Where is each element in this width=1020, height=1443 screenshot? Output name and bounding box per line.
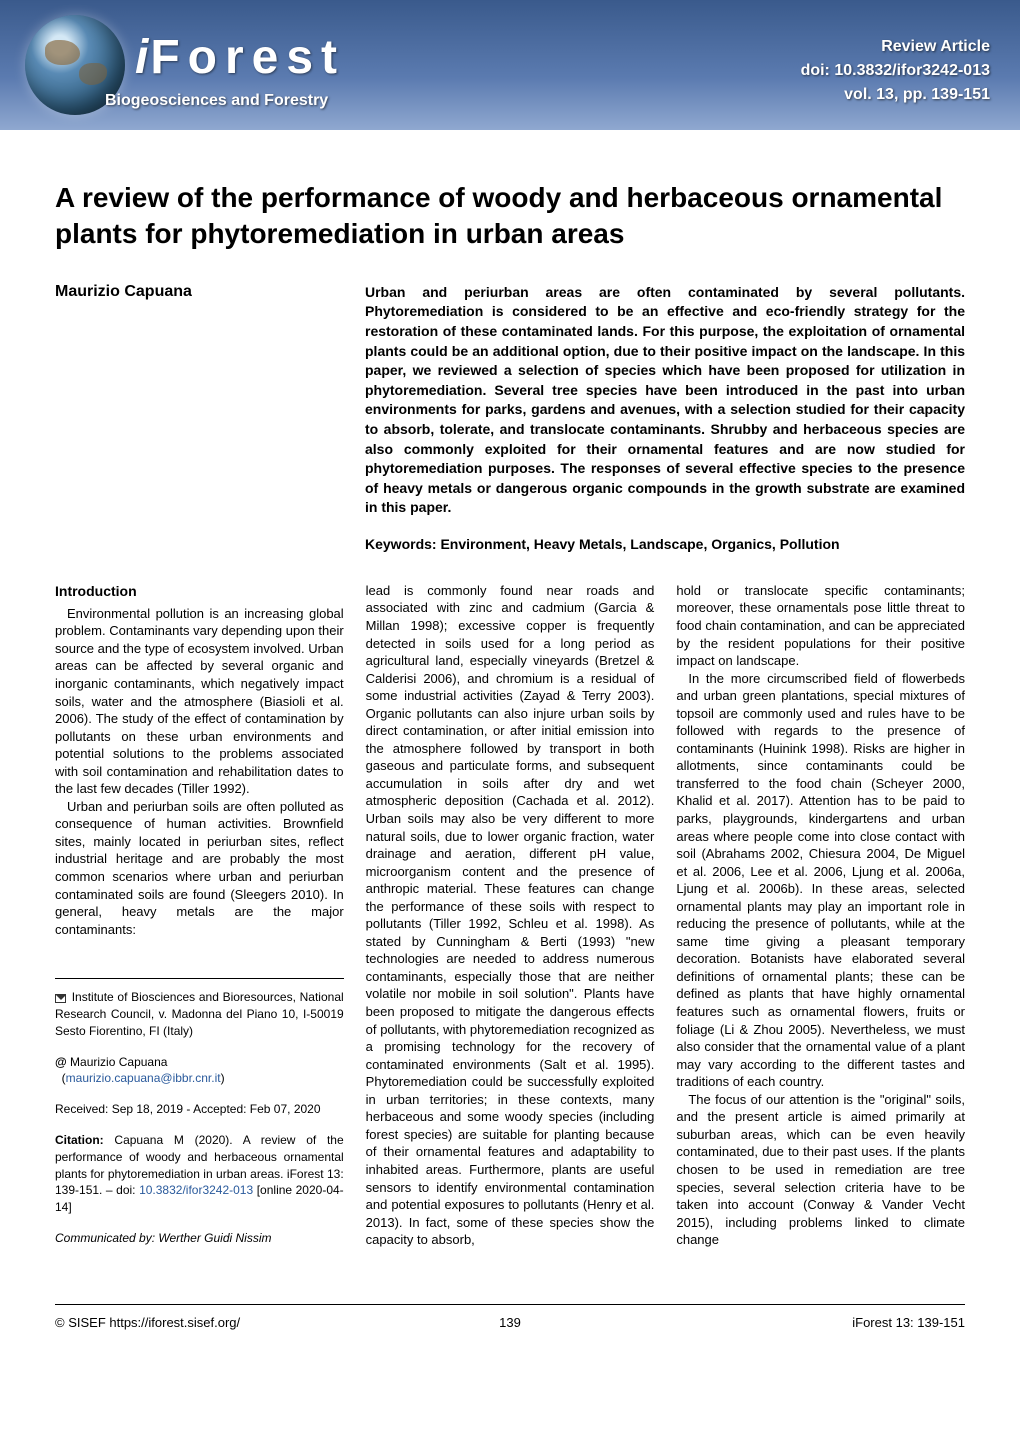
journal-title-rest: Forest [150,31,345,84]
abstract-text: Urban and periurban areas are often cont… [365,283,965,518]
journal-title: iForest [135,30,345,85]
envelope-icon [55,994,66,1003]
body-col-3: hold or translocate specific contaminant… [676,582,965,1261]
corresp-author: Maurizio Capuana [70,1055,167,1069]
header-meta: Review Article doi: 10.3832/ifor3242-013… [801,35,990,107]
body-paragraph: Environmental pollution is an increasing… [55,605,344,798]
citation-block: Citation: Capuana M (2020). A review of … [55,1132,344,1216]
communicated-by: Communicated by: Werther Guidi Nissim [55,1230,344,1247]
abstract-column: Urban and periurban areas are often cont… [365,283,965,552]
article-info-sidebar: Institute of Biosciences and Bioresource… [55,978,344,1247]
affiliation-text: Institute of Biosciences and Bioresource… [55,990,344,1038]
body-col-1: Introduction Environmental pollution is … [55,582,344,1261]
body-paragraph: lead is commonly found near roads and as… [366,582,655,1249]
affiliation-block: Institute of Biosciences and Bioresource… [55,989,344,1039]
author-name: Maurizio Capuana [55,283,325,301]
doi-link[interactable]: 10.3832/ifor3242-013 [139,1183,253,1197]
intro-heading: Introduction [55,582,344,601]
journal-header-banner: iForest Biogeosciences and Forestry Revi… [0,0,1020,130]
body-col-2: lead is commonly found near roads and as… [366,582,655,1261]
body-paragraph: The focus of our attention is the "origi… [676,1091,965,1249]
journal-subtitle: Biogeosciences and Forestry [105,92,328,110]
article-title: A review of the performance of woody and… [55,180,965,253]
page-content: A review of the performance of woody and… [0,130,1020,1286]
footer-issue-pages: iForest 13: 139-151 [662,1315,965,1330]
body-paragraph: Urban and periurban soils are often poll… [55,798,344,938]
at-icon: @ [55,1055,67,1069]
volume-pages: vol. 13, pp. 139-151 [801,83,990,107]
footer-page-number: 139 [358,1315,661,1330]
keywords-line: Keywords: Environment, Heavy Metals, Lan… [365,536,965,552]
body-columns: Introduction Environmental pollution is … [55,582,965,1261]
body-paragraph: hold or translocate specific contaminant… [676,582,965,670]
body-paragraph: In the more circumscribed field of flowe… [676,670,965,1091]
correspondence-block: @ Maurizio Capuana (maurizio.capuana@ibb… [55,1054,344,1088]
author-column: Maurizio Capuana [55,283,325,552]
journal-title-i: i [135,31,150,84]
page-footer: © SISEF https://iforest.sisef.org/ 139 i… [55,1304,965,1355]
citation-label: Citation: [55,1133,104,1147]
email-link[interactable]: maurizio.capuana@ibbr.cnr.it [66,1071,221,1085]
meta-abstract-row: Maurizio Capuana Urban and periurban are… [55,283,965,552]
footer-copyright: © SISEF https://iforest.sisef.org/ [55,1315,358,1330]
dates-block: Received: Sep 18, 2019 - Accepted: Feb 0… [55,1101,344,1118]
article-type-label: Review Article [801,35,990,59]
doi-header: doi: 10.3832/ifor3242-013 [801,59,990,83]
